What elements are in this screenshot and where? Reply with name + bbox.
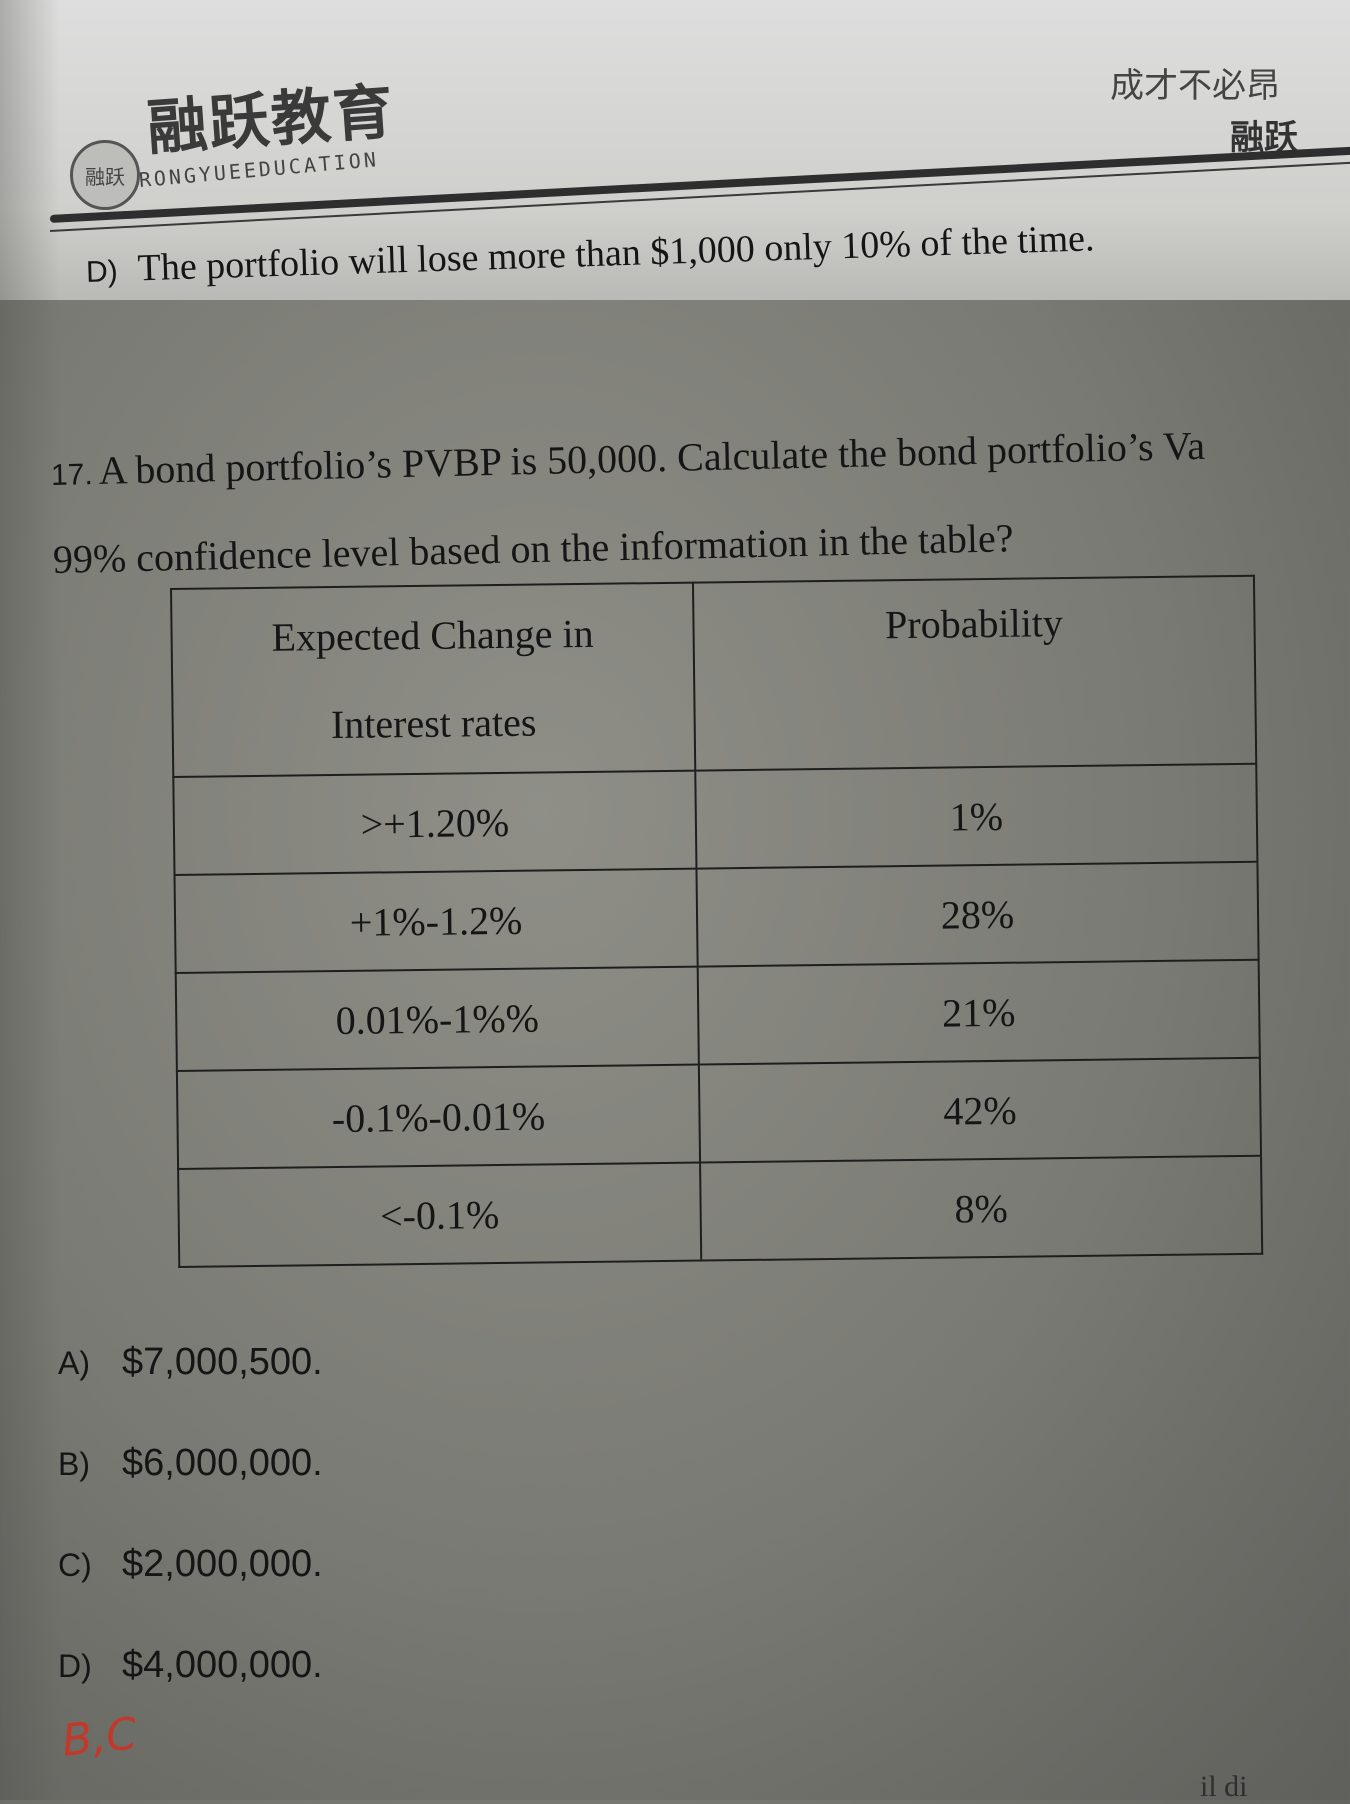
header-expected-change-line2: Interest rates <box>330 699 537 748</box>
answer-text: $4,000,000. <box>122 1644 323 1686</box>
answer-option-a: A) $7,000,500. <box>58 1312 323 1413</box>
answer-options: A) $7,000,500. B) $6,000,000. C) $2,000,000… <box>58 1312 323 1716</box>
table-row: +1%-1.2% 28% <box>174 861 1259 973</box>
header-expected-change: Expected Change in Interest rates <box>171 582 696 777</box>
header-slogan-line1: 成才不必昂 <box>1110 66 1280 106</box>
answer-text: $7,000,500. <box>122 1341 323 1383</box>
table-row: >+1.20% 1% <box>173 763 1258 875</box>
option-label: D) <box>85 255 119 289</box>
answer-label: D) <box>58 1648 92 1684</box>
answer-option-d: D) $4,000,000. <box>58 1615 323 1716</box>
cell-change: 0.01%-1%% <box>175 966 699 1071</box>
cell-change: +1%-1.2% <box>174 868 698 973</box>
table-row: -0.1%-0.01% 42% <box>176 1057 1262 1169</box>
answer-label: B) <box>58 1446 90 1482</box>
cell-probability: 21% <box>697 959 1260 1065</box>
page-shadow <box>0 0 60 1800</box>
answer-text: $2,000,000. <box>122 1543 323 1585</box>
cell-probability: 1% <box>695 763 1258 869</box>
cell-probability: 8% <box>700 1155 1263 1261</box>
cell-change: <-0.1% <box>178 1162 702 1267</box>
table-header-row: Expected Change in Interest rates Probab… <box>171 575 1257 777</box>
cell-change: >+1.20% <box>173 770 697 875</box>
answer-text: $6,000,000. <box>122 1442 323 1484</box>
question-number: 17. <box>50 458 94 492</box>
table-row: 0.01%-1%% 21% <box>175 959 1260 1071</box>
answer-label: C) <box>58 1547 92 1583</box>
cell-probability: 28% <box>696 861 1259 967</box>
handwritten-note: B,C <box>59 1708 140 1767</box>
partial-next-page-text: il di <box>1200 1770 1248 1803</box>
publisher-logo: 融跃 融跃教育 RONGYUEEDUCATION <box>70 77 530 240</box>
cell-change: -0.1%-0.01% <box>176 1064 701 1169</box>
page-header-area <box>0 0 1350 300</box>
question-text-1: A bond portfolio’s PVBP is 50,000. Calcu… <box>98 422 1206 493</box>
answer-option-b: B) $6,000,000. <box>58 1413 323 1514</box>
logo-seal-icon: 融跃 <box>70 140 140 210</box>
header-probability: Probability <box>692 575 1257 771</box>
question-17: 17. A bond portfolio’s PVBP is 50,000. Ca… <box>50 404 1208 602</box>
table-row: <-0.1% 8% <box>178 1155 1263 1267</box>
answer-label: A) <box>58 1345 90 1381</box>
cell-probability: 42% <box>698 1057 1262 1163</box>
header-probability-label: Probability <box>884 600 1064 648</box>
answer-option-c: C) $2,000,000. <box>58 1514 323 1615</box>
header-expected-change-line1: Expected Change in <box>271 610 594 660</box>
interest-rate-probability-table: Expected Change in Interest rates Probab… <box>170 575 1263 1268</box>
